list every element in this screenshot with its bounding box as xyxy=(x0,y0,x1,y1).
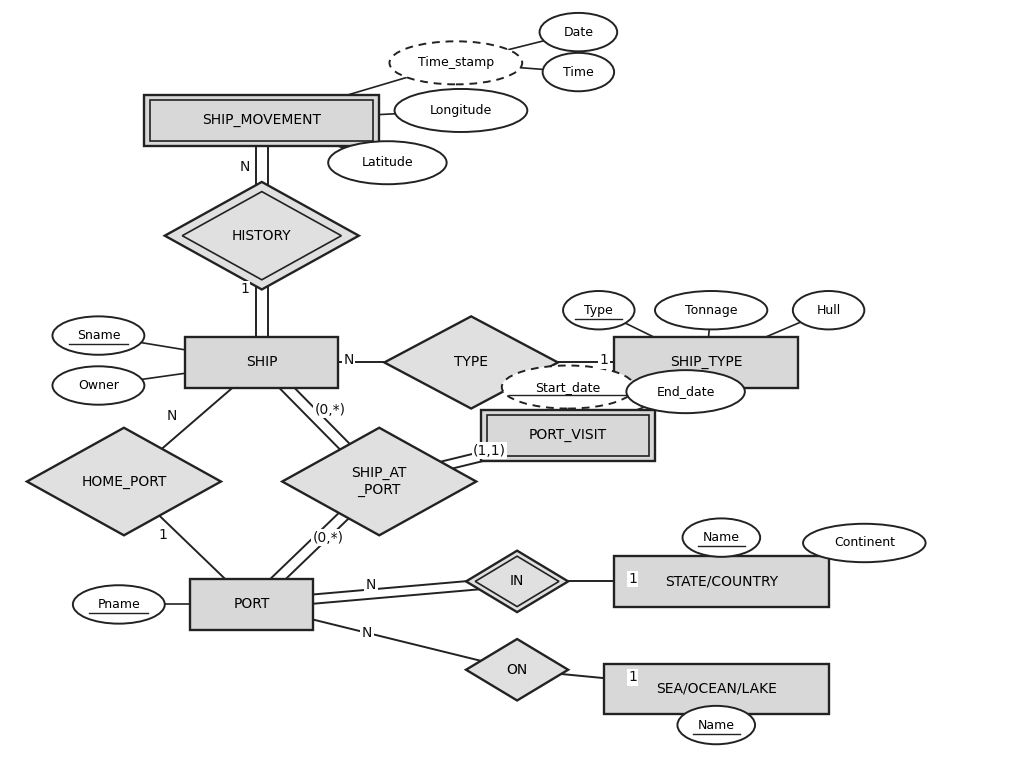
Text: N: N xyxy=(343,353,353,367)
Text: N: N xyxy=(240,160,250,173)
FancyBboxPatch shape xyxy=(604,664,828,714)
Text: N: N xyxy=(366,578,376,592)
Ellipse shape xyxy=(52,316,144,355)
Ellipse shape xyxy=(678,705,755,744)
Ellipse shape xyxy=(328,141,446,184)
Ellipse shape xyxy=(73,585,165,624)
Polygon shape xyxy=(165,182,358,289)
Text: Type: Type xyxy=(585,304,613,317)
FancyBboxPatch shape xyxy=(144,95,379,146)
Text: HISTORY: HISTORY xyxy=(232,229,292,243)
Text: (1,1): (1,1) xyxy=(473,444,506,458)
Text: SHIP_TYPE: SHIP_TYPE xyxy=(670,355,742,369)
Ellipse shape xyxy=(543,53,614,91)
Ellipse shape xyxy=(52,366,144,405)
Text: SHIP_AT
_PORT: SHIP_AT _PORT xyxy=(351,466,407,497)
Text: Tonnage: Tonnage xyxy=(685,304,737,317)
Polygon shape xyxy=(466,550,568,612)
Text: Name: Name xyxy=(702,531,740,544)
Text: TYPE: TYPE xyxy=(455,355,488,369)
Text: 1: 1 xyxy=(628,671,637,685)
Text: 1: 1 xyxy=(159,528,167,542)
Ellipse shape xyxy=(389,42,522,84)
Text: 1: 1 xyxy=(628,572,637,586)
Text: (0,*): (0,*) xyxy=(312,530,344,544)
FancyBboxPatch shape xyxy=(614,556,828,607)
Text: SHIP: SHIP xyxy=(246,355,278,369)
FancyBboxPatch shape xyxy=(481,410,655,461)
Text: Owner: Owner xyxy=(78,379,119,392)
Text: 1: 1 xyxy=(240,282,249,297)
Polygon shape xyxy=(27,428,221,535)
Text: Pname: Pname xyxy=(97,598,140,611)
Ellipse shape xyxy=(627,370,744,413)
Text: Latitude: Latitude xyxy=(361,157,414,169)
Ellipse shape xyxy=(540,13,617,52)
Polygon shape xyxy=(283,428,476,535)
FancyBboxPatch shape xyxy=(185,337,338,388)
Text: N: N xyxy=(361,626,372,640)
FancyBboxPatch shape xyxy=(614,337,798,388)
Text: PORT: PORT xyxy=(233,598,269,611)
Text: HOME_PORT: HOME_PORT xyxy=(81,474,167,489)
Ellipse shape xyxy=(563,291,635,329)
Text: ON: ON xyxy=(507,663,527,677)
Ellipse shape xyxy=(655,291,767,329)
Ellipse shape xyxy=(803,524,926,562)
Polygon shape xyxy=(466,639,568,701)
Text: PORT_VISIT: PORT_VISIT xyxy=(529,429,607,443)
Text: (0,*): (0,*) xyxy=(314,403,346,417)
Text: SHIP_MOVEMENT: SHIP_MOVEMENT xyxy=(203,113,322,127)
FancyBboxPatch shape xyxy=(190,579,313,630)
Text: Longitude: Longitude xyxy=(430,104,493,117)
Text: N: N xyxy=(167,409,177,423)
Text: SEA/OCEAN/LAKE: SEA/OCEAN/LAKE xyxy=(655,682,776,696)
Ellipse shape xyxy=(394,89,527,132)
Text: Date: Date xyxy=(563,25,593,39)
Text: Start_date: Start_date xyxy=(536,381,601,393)
Text: IN: IN xyxy=(510,574,524,588)
Text: 1: 1 xyxy=(599,353,608,367)
Polygon shape xyxy=(384,316,558,409)
Ellipse shape xyxy=(683,518,760,557)
Text: Time: Time xyxy=(563,66,594,79)
Text: Time_stamp: Time_stamp xyxy=(418,56,494,69)
Text: End_date: End_date xyxy=(656,386,715,398)
Text: Name: Name xyxy=(697,719,735,732)
Text: STATE/COUNTRY: STATE/COUNTRY xyxy=(665,574,778,588)
Ellipse shape xyxy=(793,291,864,329)
Text: Hull: Hull xyxy=(816,304,841,317)
Text: Sname: Sname xyxy=(77,329,120,342)
Text: Continent: Continent xyxy=(834,537,895,550)
Ellipse shape xyxy=(502,365,635,409)
